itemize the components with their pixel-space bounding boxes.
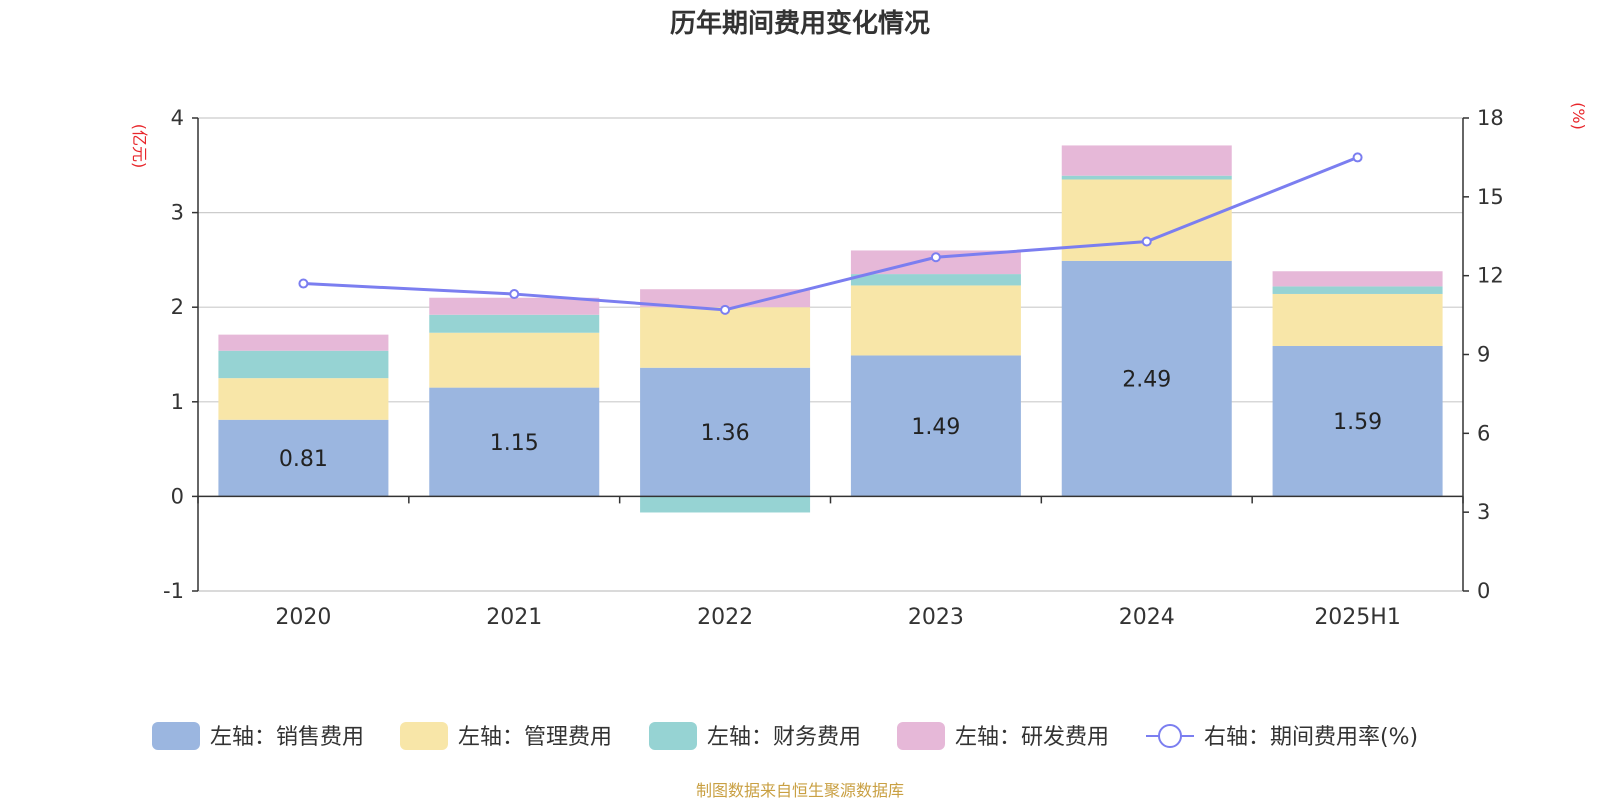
rate-line-point: [1352, 152, 1363, 163]
source-note: 制图数据来自恒生聚源数据库: [696, 781, 904, 800]
right-axis-tick-label: 3: [1477, 500, 1490, 524]
bar-segment: [218, 378, 389, 420]
data-label: 0.81: [279, 447, 328, 472]
legend-swatch: [152, 722, 200, 750]
legend: 左轴：销售费用 左轴：管理费用 左轴：财务费用 左轴：研发费用 右轴：期间费用率(%): [152, 722, 1418, 750]
left-axis-tick-label: 1: [171, 390, 184, 414]
bar-segment: [850, 274, 1021, 286]
legend-label: 右轴：期间费用率(%): [1204, 725, 1418, 750]
rate-line-point: [1141, 236, 1152, 247]
x-axis-tick-label: 2024: [1119, 605, 1175, 630]
rate-line: [298, 152, 1363, 315]
legend-label: 左轴：管理费用: [458, 725, 612, 750]
bar-segment: [1272, 345, 1443, 497]
legend-marker-icon: [1158, 724, 1182, 748]
left-axis-tick-label: -1: [163, 579, 184, 603]
rate-line-point: [509, 289, 520, 300]
bar-segment: [429, 387, 600, 497]
right-axis-tick-label: 0: [1477, 579, 1490, 603]
bar-segment: [218, 334, 389, 351]
legend-label: 左轴：研发费用: [955, 725, 1109, 750]
chart-title: 历年期间费用变化情况: [670, 8, 930, 39]
left-axis-unit: (亿元): [130, 124, 149, 169]
left-axis-tick-label: 3: [171, 201, 184, 225]
bar-segment: [640, 307, 811, 368]
bar-segment: [218, 419, 389, 497]
bar-segment: [850, 355, 1021, 497]
rate-line-point: [930, 252, 941, 263]
bars: [218, 145, 1443, 513]
left-axis-tick-label: 0: [171, 484, 184, 508]
rate-line-point: [720, 304, 731, 315]
data-label: 2.49: [1122, 368, 1171, 393]
data-label: 1.15: [490, 431, 539, 456]
rate-line-path: [303, 156, 1359, 312]
bar-segment: [850, 285, 1021, 356]
bar-segment: [1061, 145, 1232, 176]
legend-swatch: [897, 722, 945, 750]
bar-labels: 0.81 1.15 1.36 1.49 2.49 1.59: [279, 368, 1382, 472]
bar-segment: [1272, 271, 1443, 287]
data-label: 1.59: [1333, 410, 1382, 435]
bar-segment: [429, 297, 600, 315]
bar-segment: [640, 289, 811, 308]
right-axis-tick-label: 12: [1477, 264, 1504, 288]
bar-segment: [429, 332, 600, 388]
x-axis-tick-label: 2025H1: [1314, 605, 1401, 630]
right-axis-tick-label: 6: [1477, 421, 1490, 445]
left-axis-tick-label: 4: [171, 106, 184, 130]
left-axis-tick-label: 2: [171, 295, 184, 319]
legend-swatch: [649, 722, 697, 750]
right-axis-unit: (%): [1569, 102, 1588, 130]
legend-label: 左轴：销售费用: [210, 725, 364, 750]
right-axis-tick-label: 15: [1477, 185, 1504, 209]
bar-segment: [1061, 175, 1232, 180]
bar-segment: [640, 367, 811, 497]
rate-line-point: [298, 278, 309, 289]
right-axis-tick-label: 9: [1477, 343, 1490, 367]
x-axis-tick-label: 2023: [908, 605, 964, 630]
bar-segment: [1061, 260, 1232, 497]
bar-segment: [1061, 179, 1232, 261]
bar-segment: [640, 496, 811, 513]
x-axis-tick-label: 2020: [275, 605, 331, 630]
data-label: 1.36: [701, 421, 750, 446]
bar-segment: [429, 314, 600, 333]
data-label: 1.49: [911, 415, 960, 440]
bar-segment: [1272, 286, 1443, 294]
bar-segment: [218, 350, 389, 379]
legend-swatch: [400, 722, 448, 750]
x-axis-tick-label: 2021: [486, 605, 542, 630]
right-axis-tick-label: 18: [1477, 106, 1504, 130]
bar-segment: [1272, 293, 1443, 346]
legend-label: 左轴：财务费用: [707, 725, 861, 750]
x-axis-tick-label: 2022: [697, 605, 753, 630]
